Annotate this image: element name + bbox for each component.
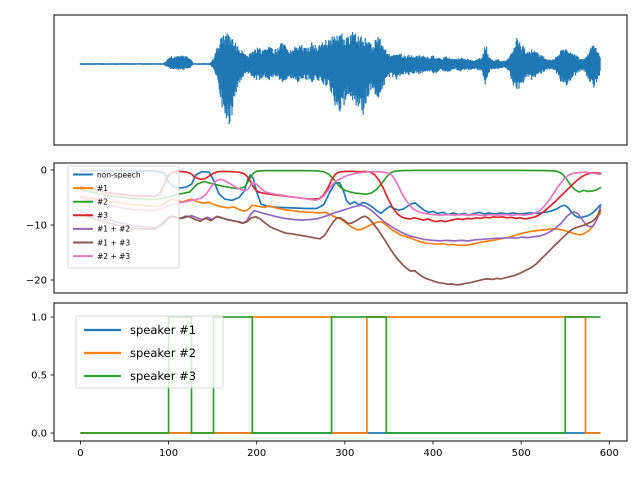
prob-legend-label-5: #1 + #3 <box>97 238 130 247</box>
spk-xtick-label: 500 <box>512 448 531 459</box>
speaker-frame <box>53 302 628 442</box>
prob-series-1 <box>79 195 602 247</box>
speaker-legend-label-1: speaker #2 <box>130 346 196 360</box>
prob-legend-label-1: #1 <box>97 184 108 193</box>
spk-ytick-label: 0.5 <box>31 371 47 382</box>
prob-ytick-label: −10 <box>26 221 47 232</box>
prob-series-6 <box>79 170 602 217</box>
spk-xtick-label: 600 <box>600 448 619 459</box>
spk-ytick-label: 1.0 <box>31 313 47 324</box>
probability-subplot: 0 −10 −20 non-speech #1 #2 #3 #1 + #2 #1 + #3 #2 … <box>26 162 628 294</box>
speaker-legend-label-0: speaker #1 <box>130 323 196 337</box>
spk-xtick-label: 0 <box>77 448 83 459</box>
probability-frame <box>53 162 628 294</box>
spk-xtick-label: 200 <box>247 448 266 459</box>
prob-series-5 <box>79 209 602 286</box>
prob-legend-label-0: non-speech <box>97 170 141 179</box>
waveform-subplot <box>53 14 628 146</box>
prob-legend-label-4: #1 + #2 <box>97 225 130 234</box>
waveform-frame <box>53 14 628 146</box>
prob-series-3 <box>79 170 602 223</box>
prob-legend-label-6: #2 + #3 <box>97 252 130 261</box>
prob-ytick-label: 0 <box>41 166 47 177</box>
speaker-legend: speaker #1 speaker #2 speaker #3 <box>75 315 224 389</box>
spk-xtick-label: 100 <box>159 448 178 459</box>
waveform-trace <box>79 32 601 125</box>
prob-ytick-label: −20 <box>26 276 47 287</box>
spk-ytick-label: 0.0 <box>31 429 47 440</box>
prob-legend: non-speech #1 #2 #3 #1 + #2 #1 + #3 #2 + #3 <box>67 165 180 269</box>
speaker-legend-box <box>75 315 224 389</box>
spk-xtick-label: 300 <box>335 448 354 459</box>
prob-legend-label-2: #2 <box>97 198 108 207</box>
prob-legend-label-3: #3 <box>97 211 108 220</box>
prob-legend-box <box>67 165 180 269</box>
speaker-legend-label-2: speaker #3 <box>130 369 196 383</box>
prob-series-2 <box>79 169 602 201</box>
spk-xtick-label: 400 <box>423 448 442 459</box>
